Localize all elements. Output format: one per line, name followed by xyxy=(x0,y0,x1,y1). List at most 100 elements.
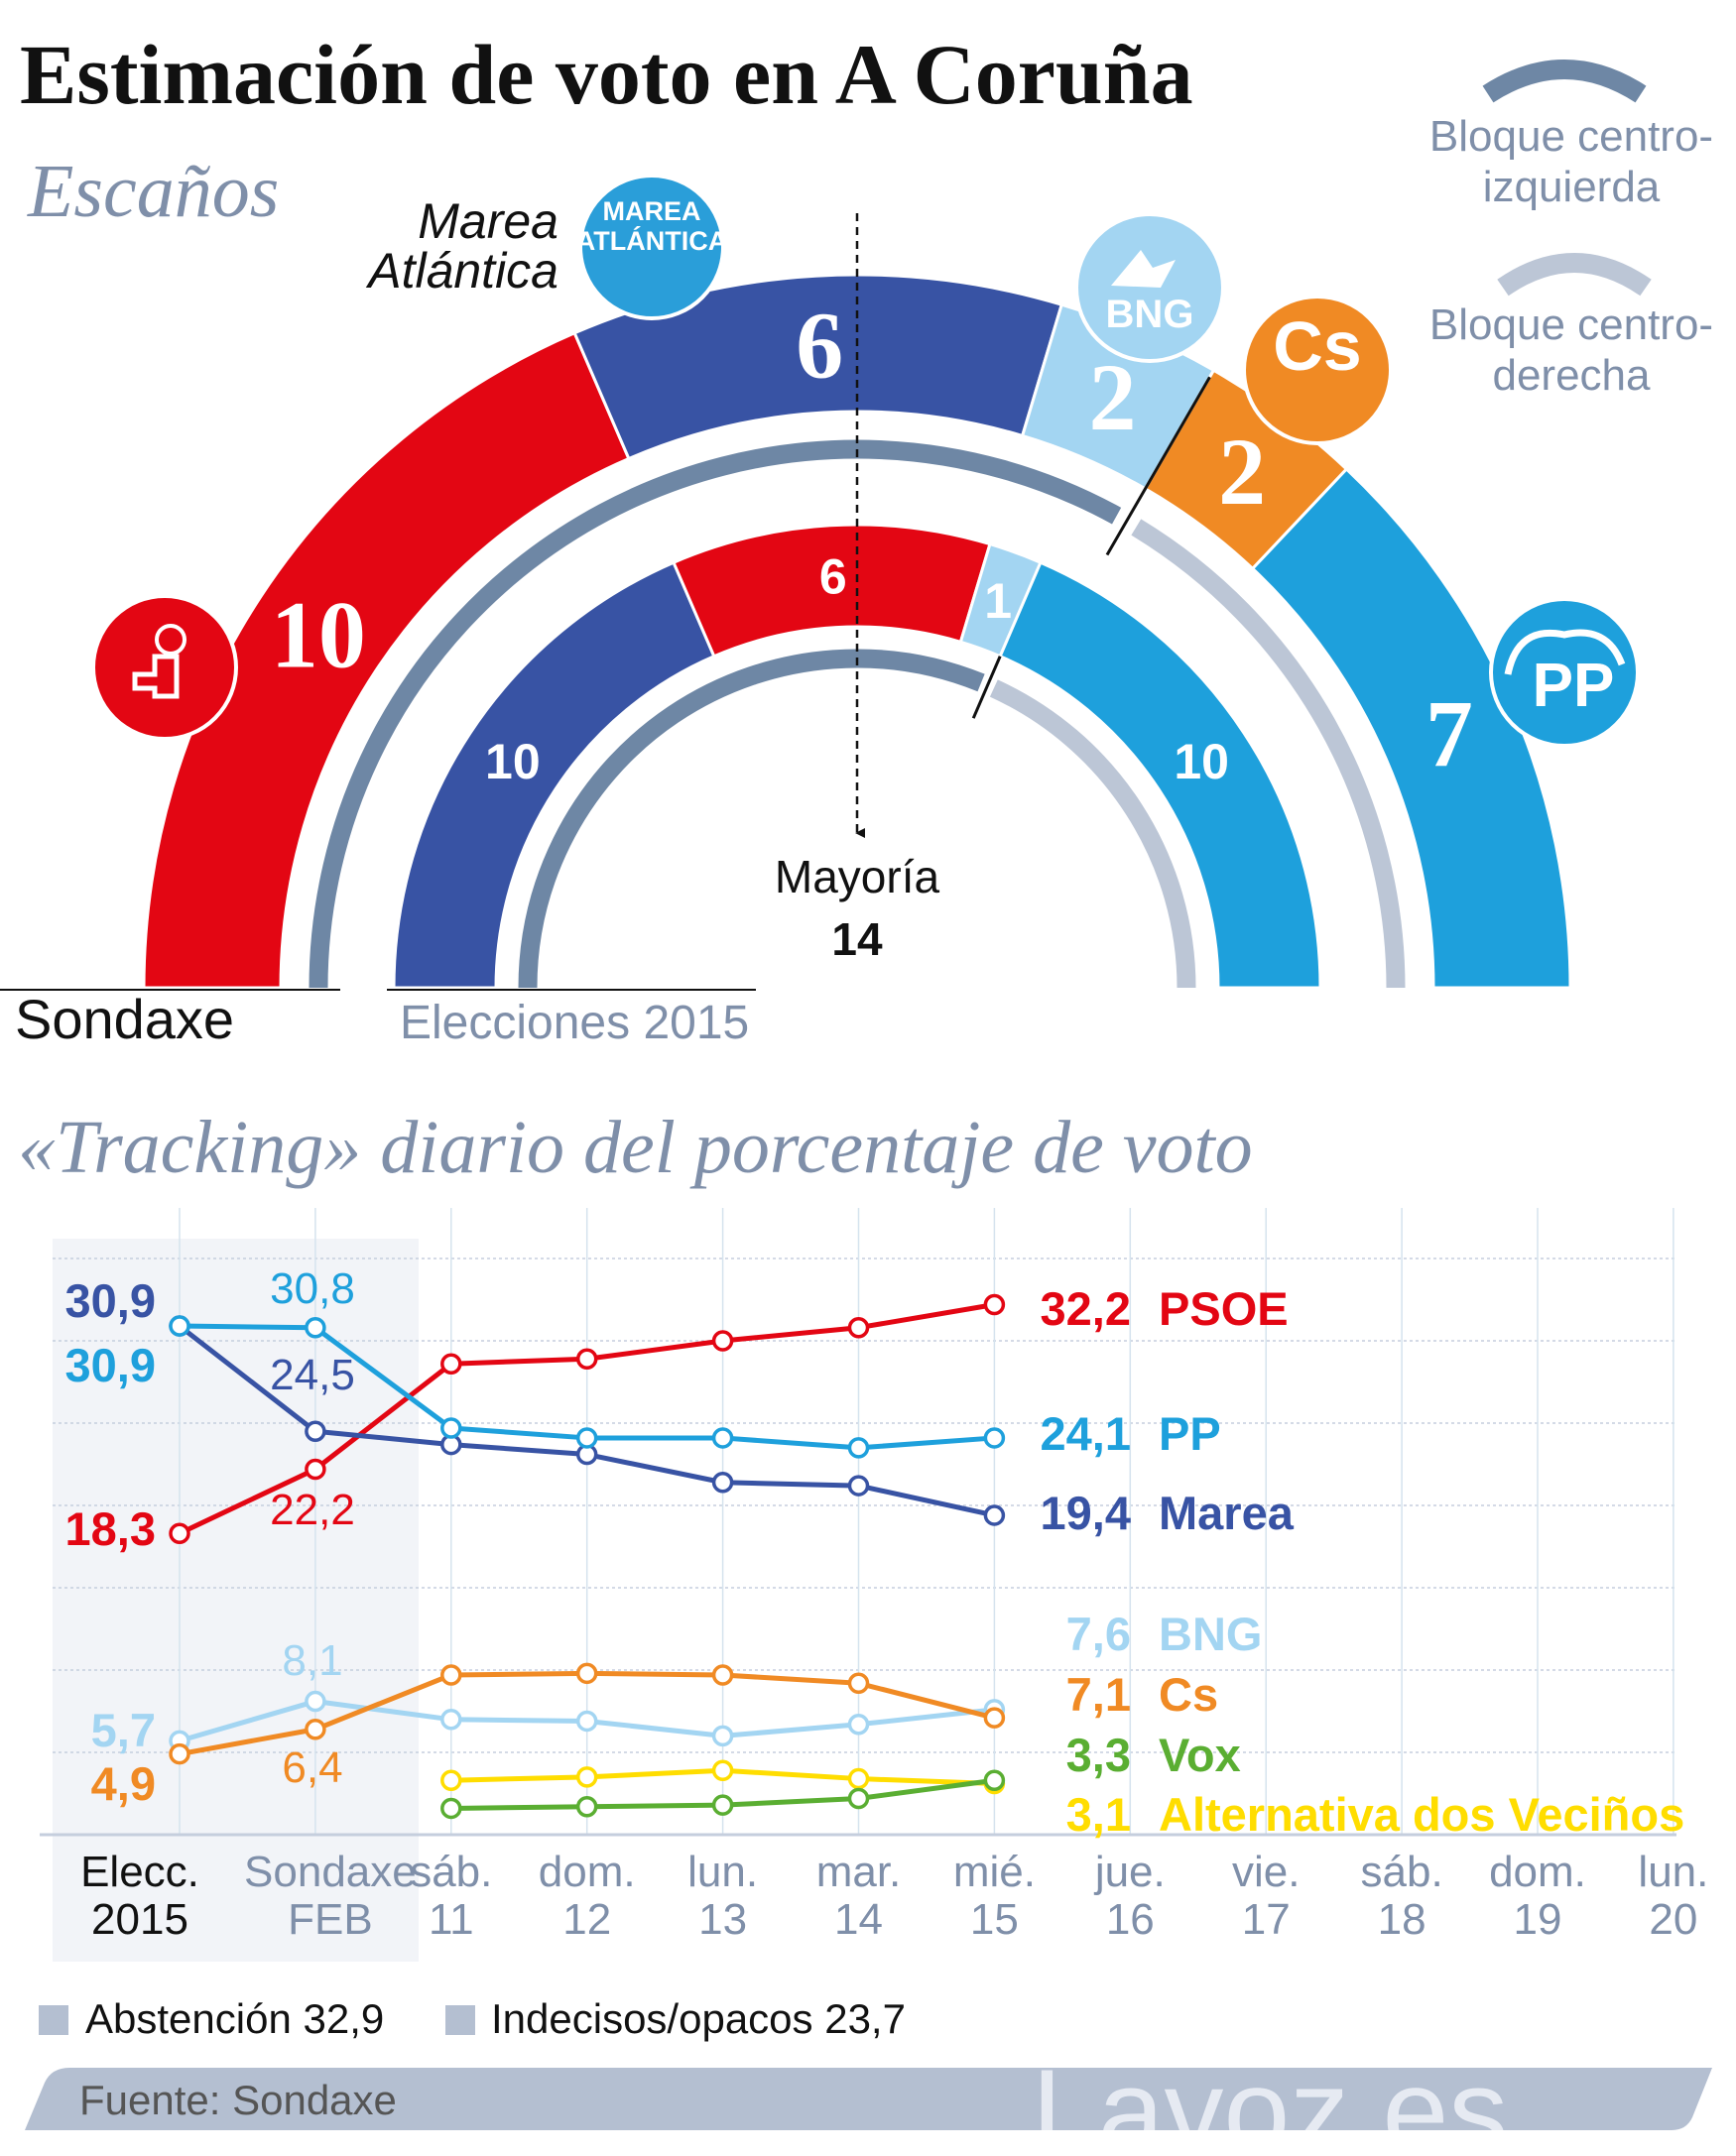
data-point xyxy=(575,1427,598,1449)
data-point xyxy=(305,1316,326,1339)
end-value-label: 32,2 xyxy=(1041,1282,1131,1335)
x-tick-label: lun. xyxy=(1638,1848,1708,1896)
data-point xyxy=(305,1690,326,1713)
data-point xyxy=(305,1719,326,1740)
tracking-line-chart: Elecc.2015SondaxeFEBsáb.11dom.12lun.13ma… xyxy=(40,1208,1708,1962)
series-name-label: Vox xyxy=(1159,1729,1241,1781)
bloc-left-label-2: izquierda xyxy=(1483,163,1661,211)
pp-gull-icon xyxy=(1504,629,1626,675)
bloc-right-label-1: Bloque centro- xyxy=(1429,300,1713,349)
abstencion-swatch xyxy=(39,2005,68,2035)
series-name-label: PSOE xyxy=(1159,1282,1289,1335)
data-point xyxy=(711,1725,734,1747)
data-point xyxy=(983,1707,1006,1729)
data-point xyxy=(575,1662,598,1685)
bloc-left-label-1: Bloque centro- xyxy=(1429,112,1713,161)
psoe-logo-circle xyxy=(91,594,238,741)
series-name-label: BNG xyxy=(1159,1608,1262,1660)
x-tick-label: 19 xyxy=(1514,1895,1562,1944)
end-value-label: 3,3 xyxy=(1066,1729,1131,1781)
sondaxe-value-label: 24,5 xyxy=(270,1351,355,1399)
source-text: Fuente: Sondaxe xyxy=(79,2077,397,2123)
seat-count-psoe: 10 xyxy=(271,581,366,687)
data-point xyxy=(983,1504,1006,1526)
x-tick-label: 16 xyxy=(1106,1895,1155,1944)
sondaxe-value-label: 8,1 xyxy=(282,1636,342,1685)
marea-logo-text-1: MAREA xyxy=(603,196,701,226)
sondaxe-value-label: 30,8 xyxy=(270,1264,355,1313)
abstencion-legend: Abstención 32,9 xyxy=(85,1995,384,2042)
x-tick-label: Elecc. xyxy=(80,1848,199,1896)
bloc-left-arc xyxy=(518,649,985,989)
indecisos-label: Indecisos/opacos xyxy=(491,1995,813,2042)
sondaxe-value-label: 6,4 xyxy=(282,1743,342,1792)
watermark-logo: Lavoz.es xyxy=(1032,2045,1508,2156)
data-point xyxy=(440,1709,462,1731)
x-tick-label: 11 xyxy=(429,1895,474,1944)
data-point xyxy=(847,1714,870,1736)
data-point xyxy=(983,1293,1006,1316)
data-point xyxy=(711,1664,734,1686)
seat-count-pp: 10 xyxy=(1174,734,1229,789)
psoe-fist-icon xyxy=(132,654,180,699)
marea-logo-circle xyxy=(578,174,725,320)
seat-segment-pp xyxy=(998,560,1322,990)
sondaxe-ring-label: Sondaxe xyxy=(15,988,234,1050)
indecisos-swatch xyxy=(445,2005,475,2035)
start-value-label: 18,3 xyxy=(65,1502,156,1555)
data-point xyxy=(847,1475,870,1497)
bng-logo-circle xyxy=(1074,212,1225,363)
seat-count-marea: 10 xyxy=(485,734,541,789)
bng-logo-text: BNG xyxy=(1106,293,1194,336)
data-point xyxy=(711,1472,734,1494)
data-point xyxy=(847,1316,870,1339)
cs-speech-tail-icon xyxy=(1275,397,1319,426)
end-value-label: 3,1 xyxy=(1066,1788,1131,1841)
data-point xyxy=(440,1769,462,1791)
seat-segment-pp xyxy=(1250,466,1572,990)
x-tick-label: 2015 xyxy=(91,1895,188,1944)
x-tick-label: mar. xyxy=(816,1848,902,1896)
start-value-label: 30,9 xyxy=(65,1274,156,1327)
data-point xyxy=(711,1794,734,1816)
series-name-label: Alternativa dos Veciños xyxy=(1159,1788,1684,1841)
data-point xyxy=(983,1427,1006,1449)
bloc-left-arc xyxy=(309,439,1122,989)
series-name-label: Marea xyxy=(1159,1487,1295,1539)
x-tick-label: Sondaxe xyxy=(244,1848,417,1896)
x-tick-label: mié. xyxy=(953,1848,1036,1896)
marea-label-line1: Marea xyxy=(418,193,558,249)
bloc-right-label-2: derecha xyxy=(1492,351,1651,400)
seat-count-pp: 7 xyxy=(1426,680,1473,786)
sondaxe-value-label: 22,2 xyxy=(270,1486,355,1534)
seat-count-psoe: 6 xyxy=(819,549,847,605)
seat-count-bng: 1 xyxy=(984,573,1012,629)
bloc-divider xyxy=(1105,376,1211,556)
x-tick-label: 17 xyxy=(1242,1895,1291,1944)
bng-star-icon xyxy=(1111,250,1176,288)
elecciones-ring-label: Elecciones 2015 xyxy=(400,997,749,1049)
x-tick-label: 18 xyxy=(1378,1895,1426,1944)
x-tick-label: 13 xyxy=(698,1895,747,1944)
bng-logo: BNG xyxy=(1074,212,1225,363)
data-point xyxy=(169,1742,190,1765)
x-tick-label: dom. xyxy=(539,1848,636,1896)
x-tick-label: dom. xyxy=(1489,1848,1586,1896)
abstencion-value: 32,9 xyxy=(303,1995,384,2042)
series-name-label: PP xyxy=(1159,1407,1221,1460)
data-point xyxy=(575,1348,598,1371)
data-point xyxy=(305,1420,326,1443)
x-tick-label: lun. xyxy=(687,1848,758,1896)
data-point xyxy=(847,1437,870,1459)
cs-logo-text: Cs xyxy=(1273,307,1361,385)
x-tick-label: vie. xyxy=(1232,1848,1300,1896)
data-point xyxy=(983,1769,1006,1791)
data-point xyxy=(440,1797,462,1820)
indecisos-legend: Indecisos/opacos 23,7 xyxy=(491,1995,906,2042)
x-tick-label: 14 xyxy=(834,1895,883,1944)
data-point xyxy=(847,1767,870,1790)
pp-logo: PP xyxy=(1489,597,1640,748)
start-value-label: 5,7 xyxy=(91,1704,156,1756)
